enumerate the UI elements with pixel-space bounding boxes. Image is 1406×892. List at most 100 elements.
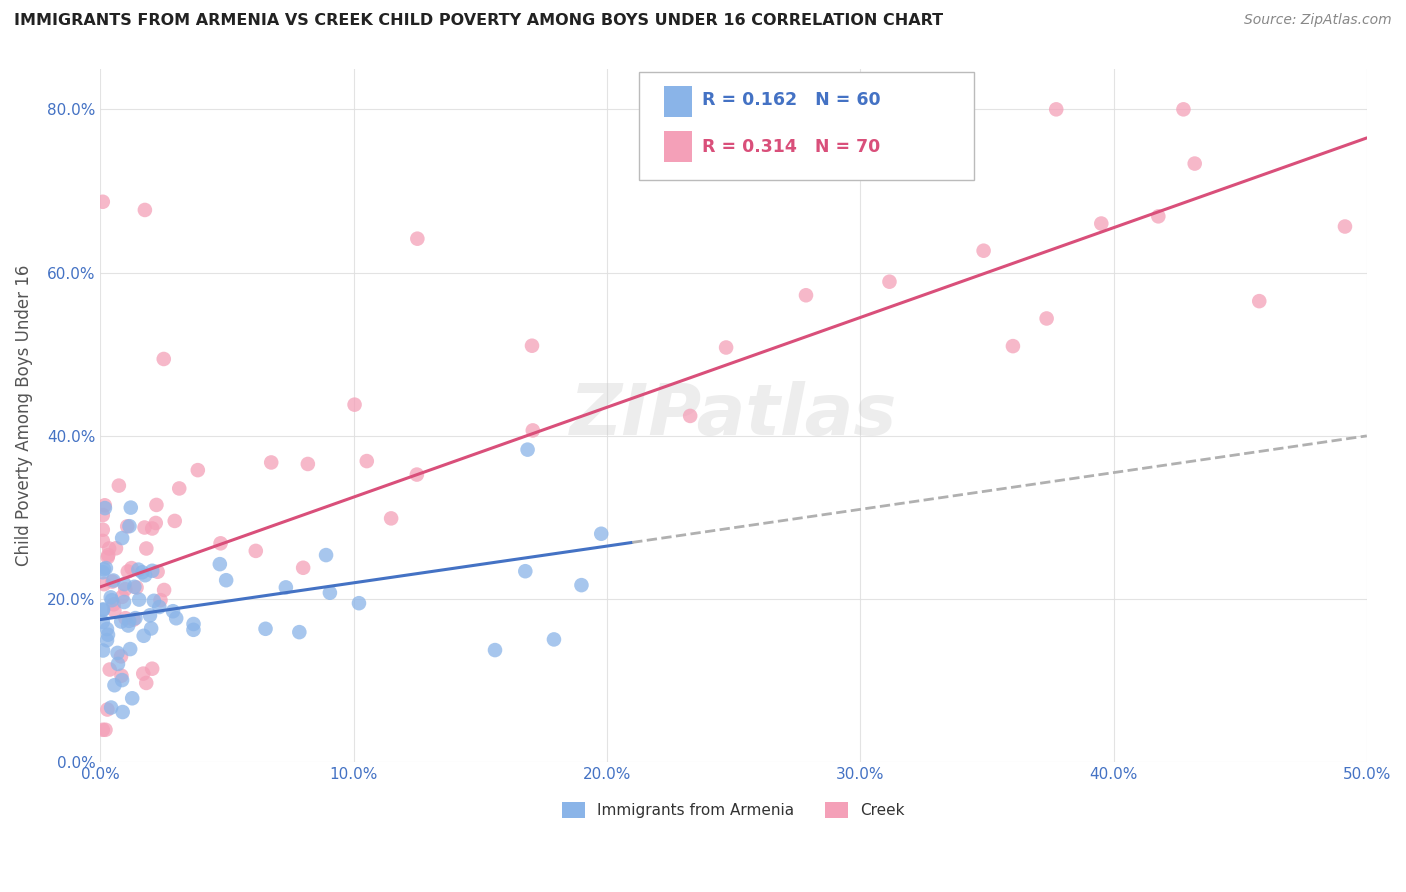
Point: [103, 597, 125, 611]
Point: [148, 599, 170, 614]
Point: [91, 723, 114, 737]
Point: [111, 531, 134, 545]
Point: [406, 232, 429, 246]
Text: IMMIGRANTS FROM ARMENIA VS CREEK CHILD POVERTY AMONG BOYS UNDER 16 CORRELATION C: IMMIGRANTS FROM ARMENIA VS CREEK CHILD P…: [14, 13, 943, 29]
Point: [215, 573, 238, 587]
Point: [108, 478, 131, 492]
Point: [134, 202, 156, 217]
Point: [315, 548, 337, 562]
Point: [165, 611, 187, 625]
Point: [91, 615, 114, 629]
Point: [124, 611, 146, 625]
Point: [107, 646, 129, 660]
Point: [141, 521, 163, 535]
Point: [110, 615, 132, 629]
Point: [97, 550, 120, 565]
Point: [274, 580, 297, 594]
Point: [319, 586, 342, 600]
Point: [100, 700, 122, 714]
Point: [104, 541, 127, 556]
Point: [162, 604, 184, 618]
Point: [112, 595, 135, 609]
Point: [98, 541, 121, 556]
Point: [110, 668, 132, 682]
Point: [1334, 219, 1357, 234]
Point: [1147, 210, 1170, 224]
Point: [183, 623, 205, 637]
Point: [141, 622, 163, 636]
Point: [347, 596, 370, 610]
Point: [91, 603, 114, 617]
Point: [118, 614, 141, 628]
Point: [1184, 156, 1206, 170]
Point: [288, 625, 311, 640]
Point: [163, 514, 186, 528]
Point: [112, 577, 135, 591]
Point: [380, 511, 402, 525]
Point: [141, 564, 163, 578]
Point: [1249, 294, 1271, 309]
Point: [97, 548, 120, 562]
Legend: Immigrants from Armenia, Creek: Immigrants from Armenia, Creek: [557, 796, 911, 824]
Point: [245, 544, 267, 558]
Point: [254, 622, 277, 636]
Point: [103, 603, 125, 617]
Point: [111, 705, 134, 719]
Point: [343, 398, 366, 412]
Point: [117, 565, 139, 579]
Point: [132, 629, 155, 643]
Point: [139, 608, 162, 623]
Point: [121, 561, 143, 575]
Point: [1035, 311, 1057, 326]
Point: [118, 519, 141, 533]
Point: [94, 498, 117, 512]
Text: ZIPatlas: ZIPatlas: [569, 381, 897, 450]
FancyBboxPatch shape: [638, 72, 974, 179]
Point: [97, 628, 120, 642]
Y-axis label: Child Poverty Among Boys Under 16: Child Poverty Among Boys Under 16: [15, 265, 32, 566]
Point: [111, 590, 134, 604]
Point: [121, 691, 143, 706]
Point: [571, 578, 593, 592]
Point: [260, 455, 283, 469]
Point: [114, 582, 136, 596]
Point: [122, 613, 145, 627]
Point: [91, 533, 114, 548]
Point: [141, 662, 163, 676]
Point: [125, 581, 148, 595]
Point: [209, 536, 232, 550]
Point: [714, 341, 737, 355]
Point: [124, 580, 146, 594]
Point: [132, 666, 155, 681]
Point: [93, 577, 115, 591]
Point: [134, 520, 156, 534]
Text: Source: ZipAtlas.com: Source: ZipAtlas.com: [1244, 13, 1392, 28]
Point: [127, 563, 149, 577]
Point: [591, 526, 613, 541]
Point: [98, 663, 121, 677]
Point: [96, 622, 118, 636]
Point: [879, 275, 901, 289]
Point: [135, 676, 157, 690]
Point: [187, 463, 209, 477]
Point: [110, 649, 132, 664]
Point: [134, 568, 156, 582]
Point: [152, 351, 174, 366]
Point: [515, 564, 537, 578]
Point: [94, 723, 117, 737]
Point: [96, 702, 118, 716]
Point: [114, 611, 136, 625]
Point: [115, 519, 138, 533]
Text: R = 0.162   N = 60: R = 0.162 N = 60: [702, 91, 880, 110]
Point: [91, 602, 114, 616]
Point: [543, 632, 565, 647]
Point: [1001, 339, 1024, 353]
Point: [101, 593, 124, 607]
Point: [153, 582, 176, 597]
FancyBboxPatch shape: [664, 131, 692, 162]
Point: [522, 424, 544, 438]
Point: [91, 643, 114, 657]
Point: [516, 442, 538, 457]
Point: [91, 523, 114, 537]
Point: [297, 457, 319, 471]
